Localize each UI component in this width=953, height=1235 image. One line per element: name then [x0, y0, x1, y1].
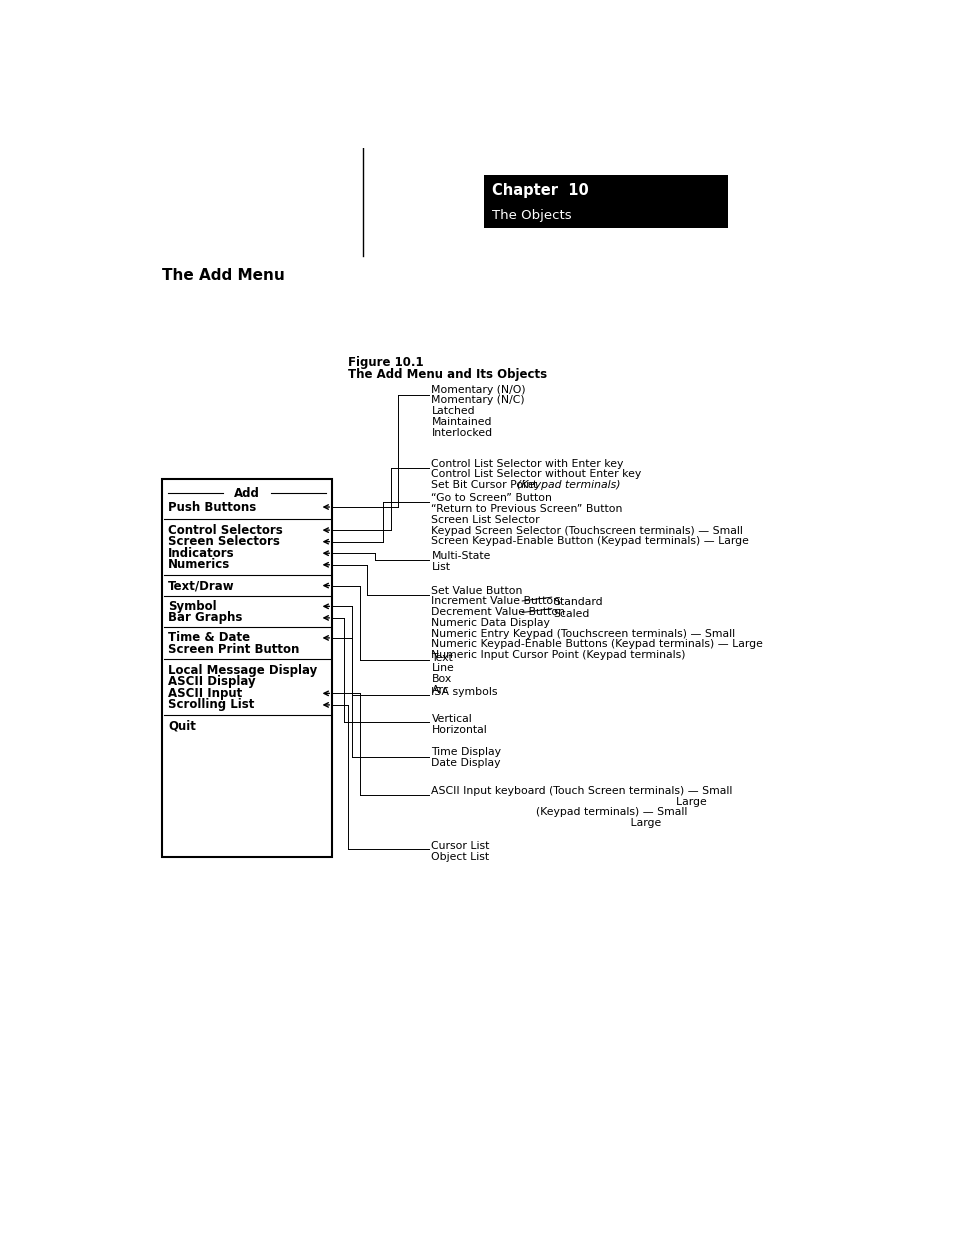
Text: Multi-State: Multi-State	[431, 551, 491, 561]
Text: Standard: Standard	[553, 597, 602, 608]
Bar	[483, 175, 727, 227]
Text: Control List Selector with Enter key: Control List Selector with Enter key	[431, 458, 623, 468]
Text: Control List Selector without Enter key: Control List Selector without Enter key	[431, 469, 641, 479]
Text: Indicators: Indicators	[168, 547, 234, 559]
Text: Numeric Entry Keypad (Touchscreen terminals) — Small: Numeric Entry Keypad (Touchscreen termin…	[431, 629, 735, 638]
Text: ASCII Input: ASCII Input	[168, 687, 242, 700]
Text: Keypad Screen Selector (Touchscreen terminals) — Small: Keypad Screen Selector (Touchscreen term…	[431, 526, 742, 536]
Text: The Add Menu and Its Objects: The Add Menu and Its Objects	[348, 368, 546, 380]
Text: List: List	[431, 562, 450, 572]
Text: Large: Large	[431, 818, 661, 829]
Text: Large: Large	[431, 797, 706, 806]
Text: Momentary (N/O): Momentary (N/O)	[431, 384, 525, 395]
Text: Numeric Keypad-Enable Buttons (Keypad terminals) — Large: Numeric Keypad-Enable Buttons (Keypad te…	[431, 640, 762, 650]
Text: Increment Value Button: Increment Value Button	[431, 597, 559, 606]
Text: Time Display: Time Display	[431, 747, 501, 757]
Text: “Go to Screen” Button: “Go to Screen” Button	[431, 493, 552, 503]
Text: The Objects: The Objects	[492, 210, 572, 222]
Text: Figure 10.1: Figure 10.1	[348, 356, 423, 369]
Text: Symbol: Symbol	[168, 600, 216, 613]
Text: Screen Print Button: Screen Print Button	[168, 643, 299, 656]
Text: Date Display: Date Display	[431, 758, 500, 768]
Text: Arc: Arc	[431, 685, 449, 695]
Text: Interlocked: Interlocked	[431, 427, 492, 437]
Text: Maintained: Maintained	[431, 417, 492, 427]
Text: Set Bit Cursor Point: Set Bit Cursor Point	[431, 480, 540, 490]
Text: “Return to Previous Screen” Button: “Return to Previous Screen” Button	[431, 504, 622, 514]
Text: (Keypad terminals): (Keypad terminals)	[516, 480, 619, 490]
Text: Push Buttons: Push Buttons	[168, 500, 256, 514]
Bar	[162, 479, 332, 857]
Text: Numeric Data Display: Numeric Data Display	[431, 618, 550, 627]
Text: Text/Draw: Text/Draw	[168, 579, 234, 592]
Text: Screen Selectors: Screen Selectors	[168, 535, 279, 548]
Text: Local Message Display: Local Message Display	[168, 663, 317, 677]
Text: Numerics: Numerics	[168, 558, 230, 572]
Text: Set Value Button: Set Value Button	[431, 585, 522, 595]
Text: Line: Line	[431, 663, 454, 673]
Text: Scrolling List: Scrolling List	[168, 699, 254, 711]
Text: Box: Box	[431, 674, 451, 684]
Text: Horizontal: Horizontal	[431, 725, 487, 735]
Text: Cursor List: Cursor List	[431, 841, 489, 851]
Text: Bar Graphs: Bar Graphs	[168, 611, 242, 625]
Text: Vertical: Vertical	[431, 714, 472, 724]
Text: Time & Date: Time & Date	[168, 631, 250, 645]
Text: (Keypad terminals) — Small: (Keypad terminals) — Small	[431, 808, 687, 818]
Text: Quit: Quit	[168, 719, 195, 732]
Text: Numeric Input Cursor Point (Keypad terminals): Numeric Input Cursor Point (Keypad termi…	[431, 651, 685, 661]
Text: Text: Text	[431, 652, 453, 662]
Text: ISA symbols: ISA symbols	[431, 687, 497, 698]
Text: ASCII Display: ASCII Display	[168, 676, 255, 688]
Text: Latched: Latched	[431, 406, 475, 416]
Text: Decrement Value Button: Decrement Value Button	[431, 608, 565, 618]
Text: The Add Menu: The Add Menu	[162, 268, 284, 283]
Text: Screen Keypad-Enable Button (Keypad terminals) — Large: Screen Keypad-Enable Button (Keypad term…	[431, 536, 748, 546]
Text: Control Selectors: Control Selectors	[168, 524, 282, 537]
Text: Screen List Selector: Screen List Selector	[431, 515, 539, 525]
Text: Momentary (N/C): Momentary (N/C)	[431, 395, 524, 405]
Text: Add: Add	[233, 487, 260, 500]
Text: Scaled: Scaled	[553, 609, 589, 619]
Text: Object List: Object List	[431, 852, 489, 862]
Text: Chapter  10: Chapter 10	[492, 183, 589, 198]
Text: ASCII Input keyboard (Touch Screen terminals) — Small: ASCII Input keyboard (Touch Screen termi…	[431, 785, 732, 795]
